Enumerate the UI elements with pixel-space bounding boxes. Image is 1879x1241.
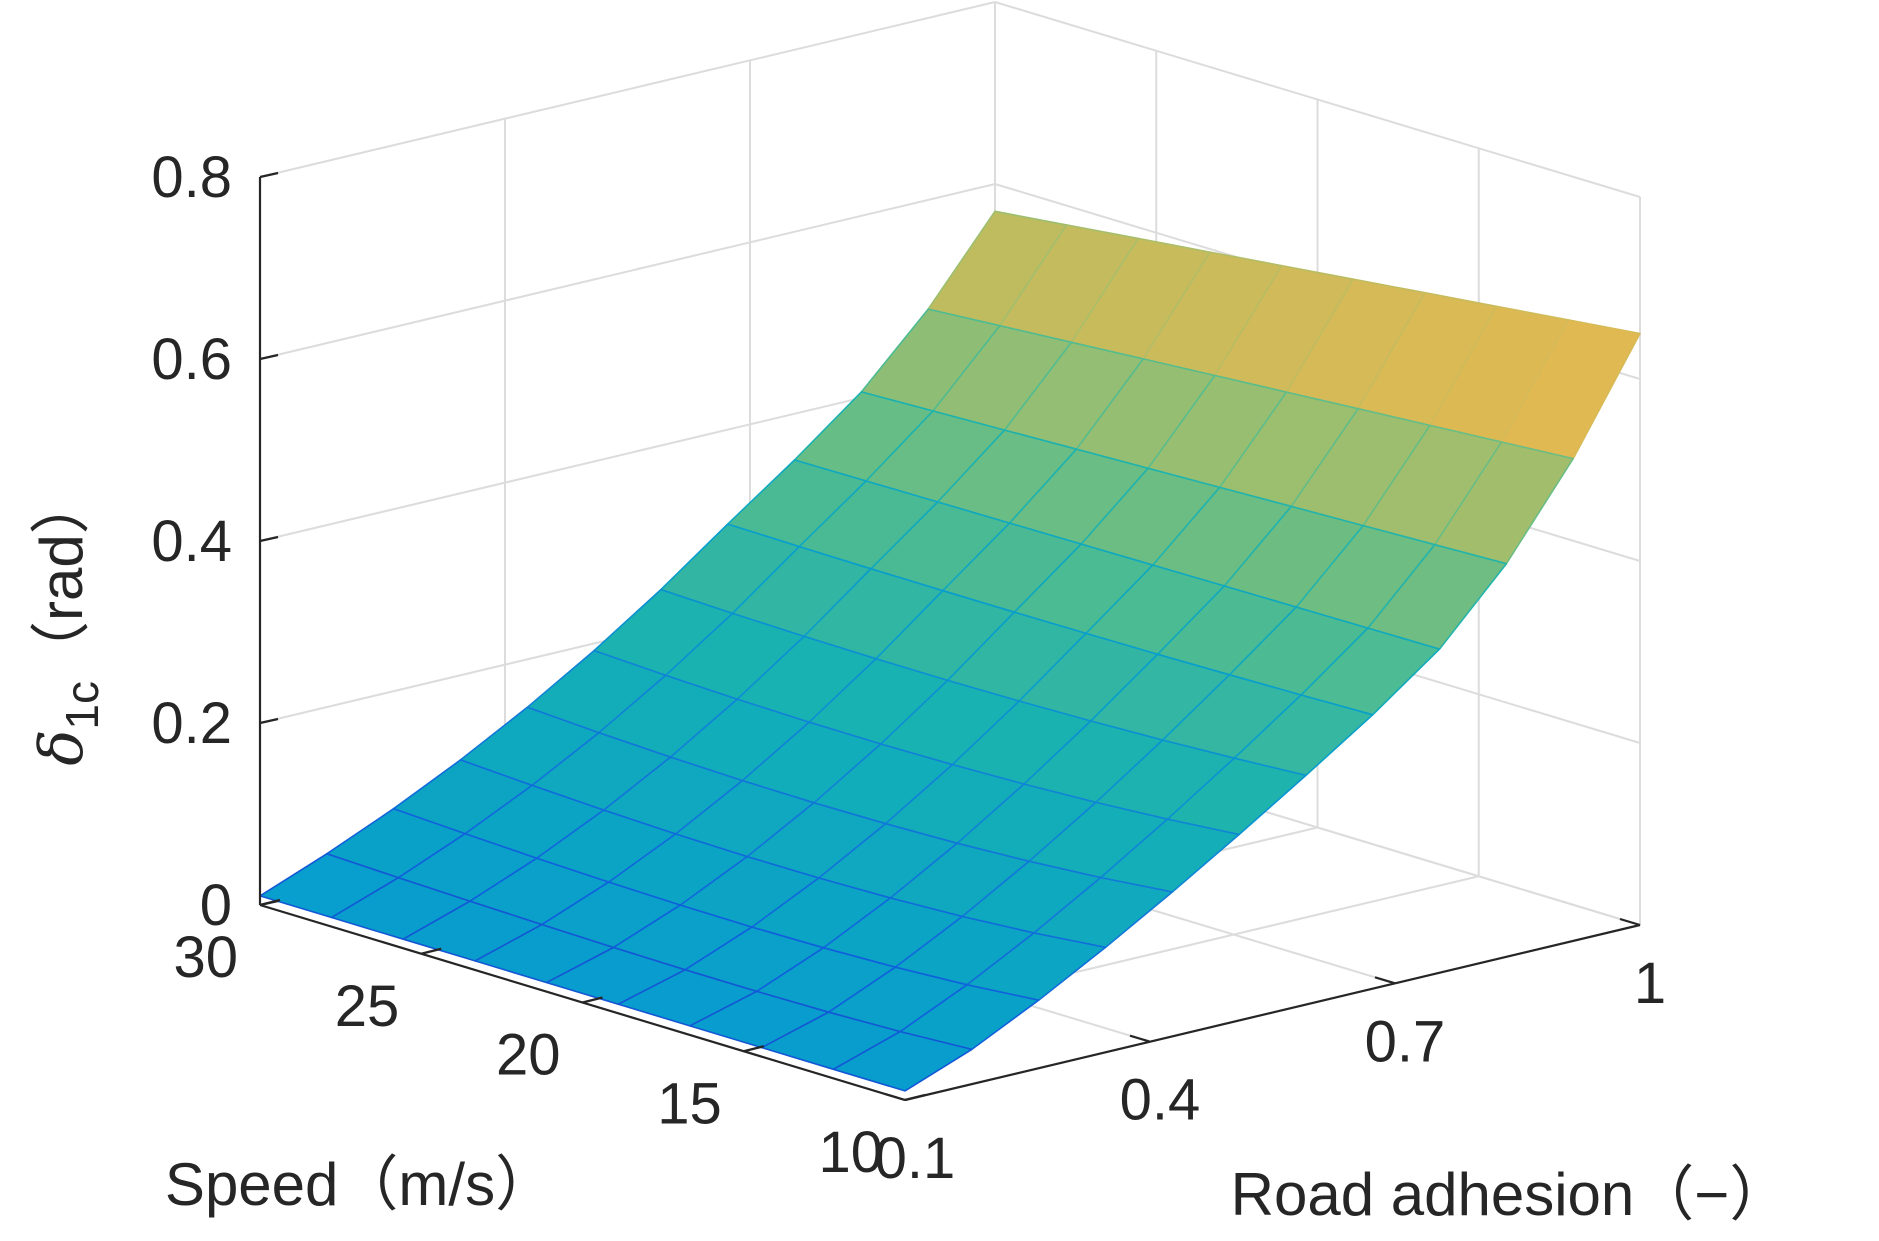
grid-line-back-z [259,183,996,360]
y-tick-label: 15 [657,1071,722,1136]
x-tick-label: 0.1 [875,1126,956,1191]
surface-patch [832,1030,973,1092]
x-tick-mark [1129,1034,1151,1043]
y-tick-label: 30 [173,925,238,990]
axes: 0 0.2 0.4 0.6 0.8 10 15 20 25 30 0.1 0.4 0.7 1 [151,145,1666,1191]
z-tick-label: 0.6 [151,327,232,392]
z-axis-label-unit: （rad） [28,474,95,681]
x-tick-label: 0.7 [1365,1009,1446,1074]
y-axis-label: Speed（m/s） [165,1151,555,1218]
surface-mesh [259,210,1641,1092]
z-tick-mark [259,353,279,361]
z-tick-label: 0 [200,873,232,938]
z-tick-mark [259,535,279,543]
x-tick-mark [1619,917,1641,927]
x-tick-mark [1374,976,1396,985]
axis-labels: Road adhesion（−） Speed（m/s） δ1c（rad） [27,474,1789,1228]
y-tick-label: 10 [818,1120,883,1185]
z-tick-mark [259,717,279,725]
y-tick-label: 20 [496,1023,561,1088]
x-tick-label: 1 [1634,951,1666,1016]
y-tick-mark [904,1093,926,1102]
x-axis-line [904,923,1641,1102]
z-axis-label-subscript: 1c [56,681,108,730]
x-tick-mark [884,1092,906,1102]
z-axis-label: δ1c（rad） [27,474,108,765]
z-axis-label-symbol: δ [27,730,97,766]
z-tick-label: 0.4 [151,509,232,574]
grid-line-back-z [259,1,996,178]
y-tick-label: 25 [335,974,400,1039]
y-tick-mark [420,947,442,955]
z-tick-label: 0.2 [151,691,232,756]
y-tick-mark [582,996,603,1004]
y-tick-mark [259,898,281,907]
y-tick-mark [743,1045,765,1053]
z-tick-label: 0.8 [151,145,232,210]
z-tick-mark [259,171,279,179]
x-tick-label: 0.4 [1120,1068,1201,1133]
x-axis-label: Road adhesion（−） [1231,1161,1790,1228]
